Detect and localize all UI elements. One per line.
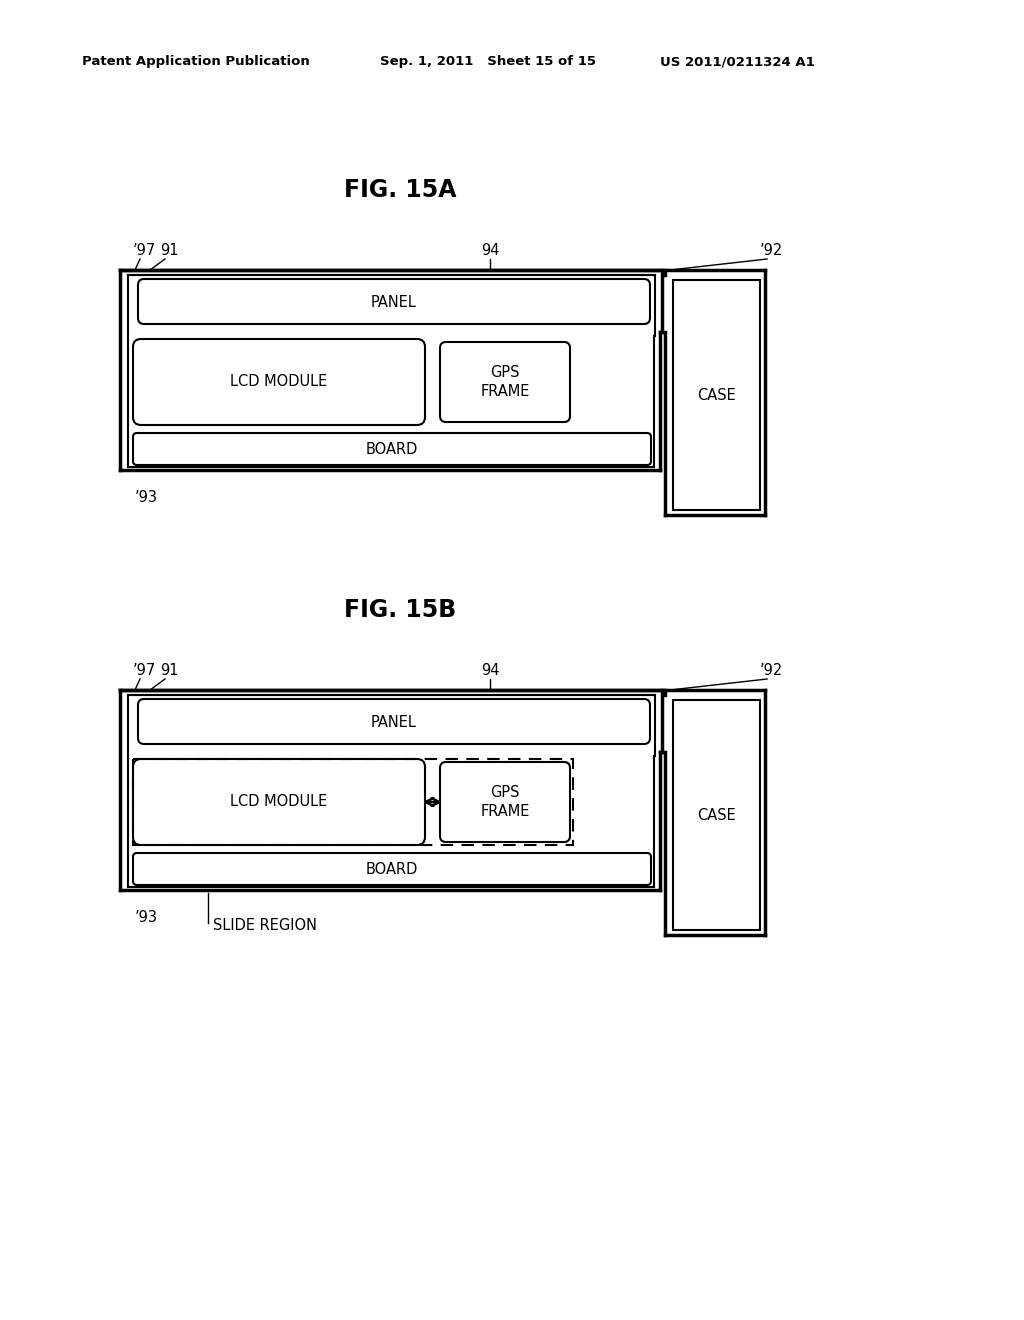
- Text: FIG. 15A: FIG. 15A: [344, 178, 457, 202]
- Text: GPS
FRAME: GPS FRAME: [480, 364, 529, 400]
- Text: LCD MODULE: LCD MODULE: [230, 375, 328, 389]
- Text: ’93: ’93: [135, 490, 158, 506]
- Text: ’93: ’93: [135, 909, 158, 925]
- Text: ’92: ’92: [760, 663, 783, 678]
- Text: ’92: ’92: [760, 243, 783, 257]
- Text: 94: 94: [480, 243, 500, 257]
- Text: LCD MODULE: LCD MODULE: [230, 795, 328, 809]
- Text: 94: 94: [480, 663, 500, 678]
- Text: FIG. 15B: FIG. 15B: [344, 598, 456, 622]
- Text: ’97: ’97: [133, 243, 157, 257]
- Text: US 2011/0211324 A1: US 2011/0211324 A1: [660, 55, 815, 69]
- Text: Sep. 1, 2011   Sheet 15 of 15: Sep. 1, 2011 Sheet 15 of 15: [380, 55, 596, 69]
- Text: CASE: CASE: [697, 808, 736, 822]
- Text: CASE: CASE: [697, 388, 736, 403]
- Text: BOARD: BOARD: [366, 862, 418, 876]
- Text: GPS
FRAME: GPS FRAME: [480, 784, 529, 820]
- Text: ’97: ’97: [133, 663, 157, 678]
- Text: BOARD: BOARD: [366, 441, 418, 457]
- Text: PANEL: PANEL: [371, 715, 417, 730]
- Text: PANEL: PANEL: [371, 294, 417, 310]
- Text: 91: 91: [160, 243, 178, 257]
- Text: 91: 91: [160, 663, 178, 678]
- Text: SLIDE REGION: SLIDE REGION: [213, 917, 317, 932]
- Text: Patent Application Publication: Patent Application Publication: [82, 55, 309, 69]
